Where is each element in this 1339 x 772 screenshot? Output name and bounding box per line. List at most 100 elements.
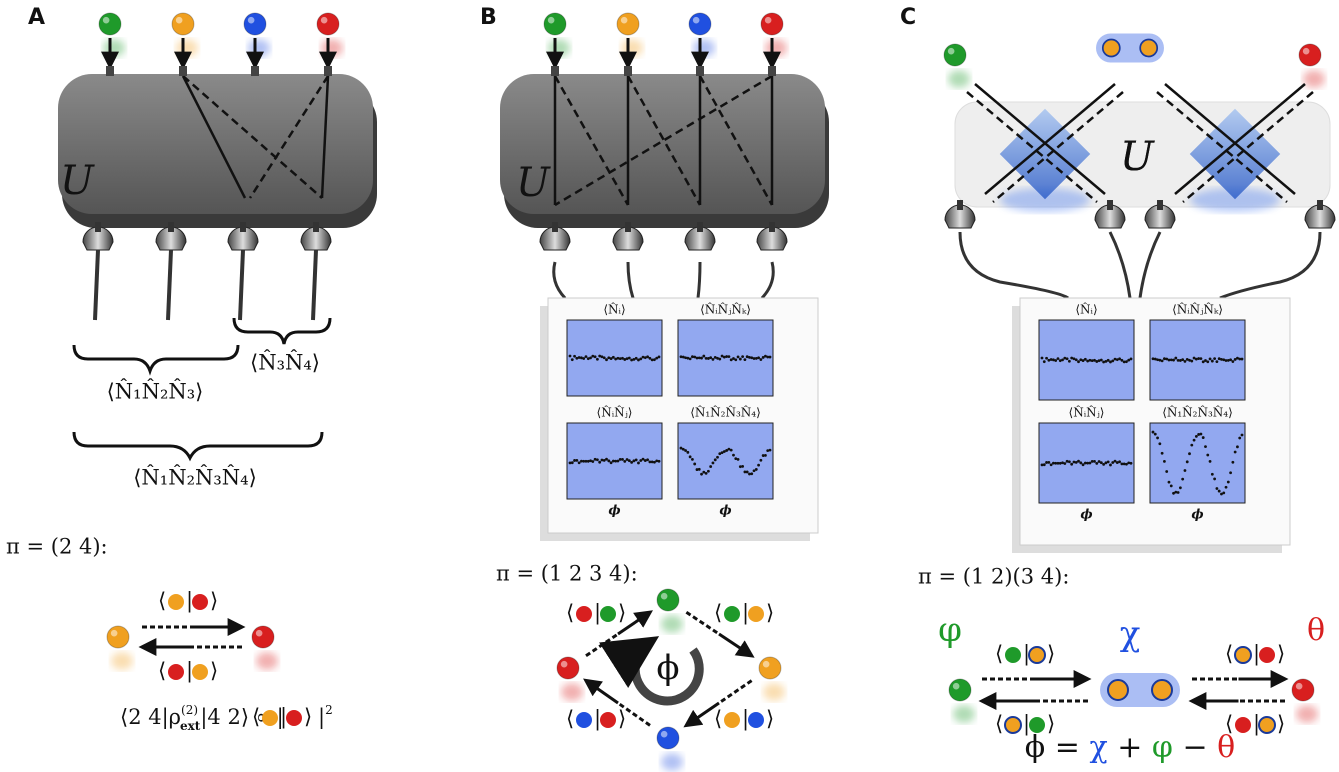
plot-dot: [1229, 358, 1232, 361]
atom: [1103, 40, 1120, 57]
plot-dot: [1068, 460, 1071, 463]
plot-dot: [1213, 357, 1216, 360]
ball: [244, 13, 266, 35]
bra: ⟨: [995, 642, 1003, 666]
plot-dot: [1130, 462, 1133, 465]
plot-title: ⟨N̂ᵢN̂ⱼ⟩: [597, 404, 633, 419]
plot-dot: [1215, 360, 1218, 363]
plot-dot: [1061, 358, 1064, 361]
plot-dot: [1225, 486, 1228, 489]
ball-shine: [1296, 683, 1303, 690]
plot-axis: ϕ: [719, 504, 731, 519]
panel-label: B: [480, 5, 497, 30]
atom: [1108, 680, 1128, 700]
stick: [95, 250, 98, 320]
correlator: ⟨N̂₃N̂₄⟩: [250, 351, 320, 375]
plot-dot: [737, 356, 740, 359]
plot-dot: [741, 465, 744, 468]
plot-dot: [1107, 461, 1110, 464]
sep: |: [1023, 712, 1030, 737]
sep: |: [1253, 642, 1260, 667]
permutation: π = (1 2)(3 4):: [918, 565, 1069, 589]
plot-dot: [1177, 491, 1180, 494]
plot-dot: [1068, 360, 1071, 363]
ball: [317, 13, 339, 35]
ket: ⟩: [1047, 642, 1055, 666]
ball-shine: [953, 683, 960, 690]
plot-dot: [605, 358, 608, 361]
plot-dot: [1165, 470, 1168, 473]
plot-dot: [1161, 452, 1164, 455]
pin: [324, 66, 332, 76]
plot-dot: [1161, 360, 1164, 363]
ball: [600, 712, 616, 728]
ket: ⟩: [766, 707, 774, 731]
plot-dot: [646, 458, 649, 461]
plot-dot: [1209, 460, 1212, 463]
correlator: ⟨N̂₁N̂₂N̂₃⟩: [107, 380, 204, 404]
detector-pin: [1107, 200, 1113, 210]
plot-dot: [605, 458, 608, 461]
ball-shine: [111, 630, 118, 637]
ball: [168, 664, 184, 680]
ball-shadow: [661, 615, 683, 633]
panel-label: A: [28, 5, 45, 30]
ball: [99, 13, 121, 35]
plot-dot: [1206, 454, 1209, 457]
pin: [106, 66, 114, 76]
plot-dot: [755, 468, 758, 471]
plot-dot: [746, 471, 749, 474]
ball: [761, 13, 783, 35]
plot-dot: [691, 458, 694, 461]
plot-dot: [739, 358, 742, 361]
ket: ⟩: [304, 705, 312, 729]
plot-dot: [707, 470, 710, 473]
ball-shine: [103, 17, 110, 24]
detector-pin: [625, 222, 631, 232]
pin: [696, 66, 704, 76]
ball: [657, 727, 679, 749]
ball: [1005, 647, 1021, 663]
cable: [960, 232, 1320, 298]
plot-dot: [1186, 460, 1189, 463]
sep: |: [742, 601, 749, 626]
plot-dot: [610, 461, 613, 464]
plot-title: ⟨N̂ᵢ⟩: [603, 301, 625, 316]
ball-shine: [561, 661, 568, 668]
ball-shine: [661, 593, 668, 600]
ball-shadow: [953, 705, 975, 723]
plot-dot: [1181, 358, 1184, 361]
plot-dot: [630, 461, 633, 464]
ball-shine: [621, 17, 628, 24]
plot-dot: [1100, 359, 1103, 362]
ball: [544, 13, 566, 35]
pin: [179, 66, 187, 76]
plot-dot: [1184, 469, 1187, 472]
plot-title: ⟨N̂₁N̂₂N̂₃N̂₄⟩: [690, 404, 761, 419]
plot-dot: [732, 454, 735, 457]
plot-dot: [571, 358, 574, 361]
atom: [1152, 680, 1172, 700]
ball: [192, 664, 208, 680]
ball-shine: [321, 17, 328, 24]
ball-shadow: [256, 652, 278, 670]
plot-dot: [1156, 437, 1159, 440]
detector-pin: [168, 222, 174, 232]
plot-dot: [1236, 445, 1239, 448]
plot-dot: [658, 460, 661, 463]
plot-dot: [658, 356, 661, 359]
plot-dot: [718, 358, 721, 361]
plot-dot: [1102, 463, 1105, 466]
plot-dot: [714, 458, 717, 461]
formula-sub: ext: [180, 719, 201, 733]
plot-dot: [750, 472, 753, 475]
plot-dot: [578, 461, 581, 464]
detector-pin: [313, 222, 319, 232]
ket: ⟩: [618, 707, 626, 731]
plot-dot: [700, 473, 703, 476]
plot-dot: [1070, 463, 1073, 466]
plot-dot: [1075, 358, 1078, 361]
plot-dot: [1222, 491, 1225, 494]
plot-dot: [1227, 481, 1230, 484]
plot-dot: [1172, 359, 1175, 362]
